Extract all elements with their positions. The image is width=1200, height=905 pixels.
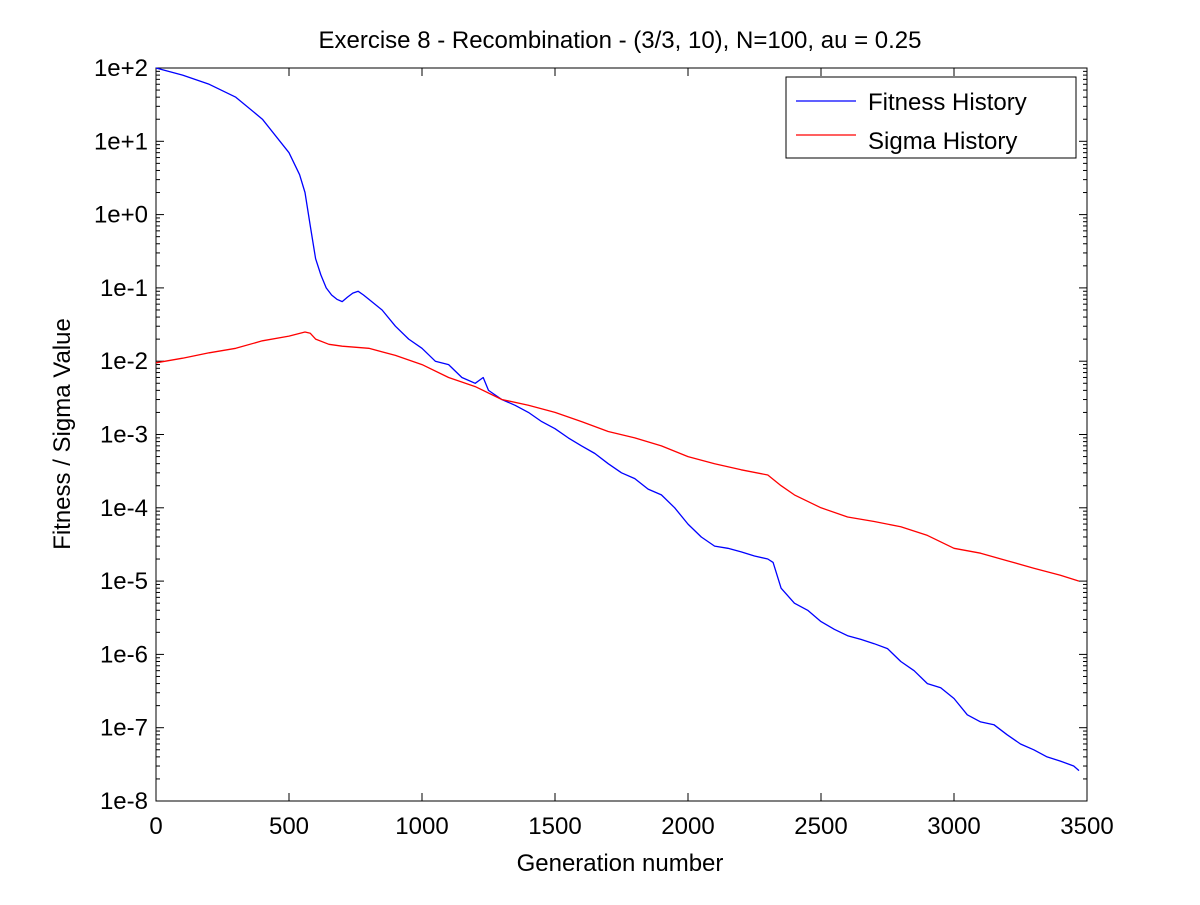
- legend-label-fitness-history: Fitness History: [868, 89, 1027, 116]
- y-tick-label: 1e-4: [100, 495, 148, 522]
- x-tick-label: 3500: [1060, 813, 1113, 840]
- y-tick-label: 1e-2: [100, 348, 148, 375]
- legend-box: [785, 76, 1077, 159]
- x-axis-ticks: 0 500 1000 1500 2000 2500 3000 3500: [149, 68, 1114, 840]
- y-tick-label: 1e-3: [100, 422, 148, 449]
- legend-label-sigma-history: Sigma History: [868, 128, 1017, 155]
- legend: Fitness History Sigma History: [785, 76, 1077, 159]
- x-tick-label: 500: [269, 813, 309, 840]
- x-tick-label: 0: [149, 813, 162, 840]
- y-tick-label: 1e-5: [100, 568, 148, 595]
- chart-title: Exercise 8 - Recombination - (3/3, 10), …: [319, 27, 922, 54]
- y-tick-label: 1e-1: [100, 275, 148, 302]
- series-line-sigma-history: [155, 331, 1080, 582]
- y-tick-label: 1e+2: [94, 55, 148, 82]
- x-tick-label: 1500: [528, 813, 581, 840]
- x-axis-label: Generation number: [517, 850, 724, 877]
- y-tick-label: 1e-8: [100, 788, 148, 815]
- x-tick-label: 1000: [395, 813, 448, 840]
- y-tick-label: 1e-6: [100, 641, 148, 668]
- y-tick-label: 1e+0: [94, 202, 148, 229]
- y-tick-label: 1e+1: [94, 128, 148, 155]
- y-tick-label: 1e-7: [100, 715, 148, 742]
- y-axis-label: Fitness / Sigma Value: [49, 318, 76, 550]
- x-tick-label: 2000: [661, 813, 714, 840]
- x-tick-label: 3000: [927, 813, 980, 840]
- series-lines: [155, 67, 1080, 772]
- x-tick-label: 2500: [794, 813, 847, 840]
- series-line-fitness-history: [155, 67, 1080, 772]
